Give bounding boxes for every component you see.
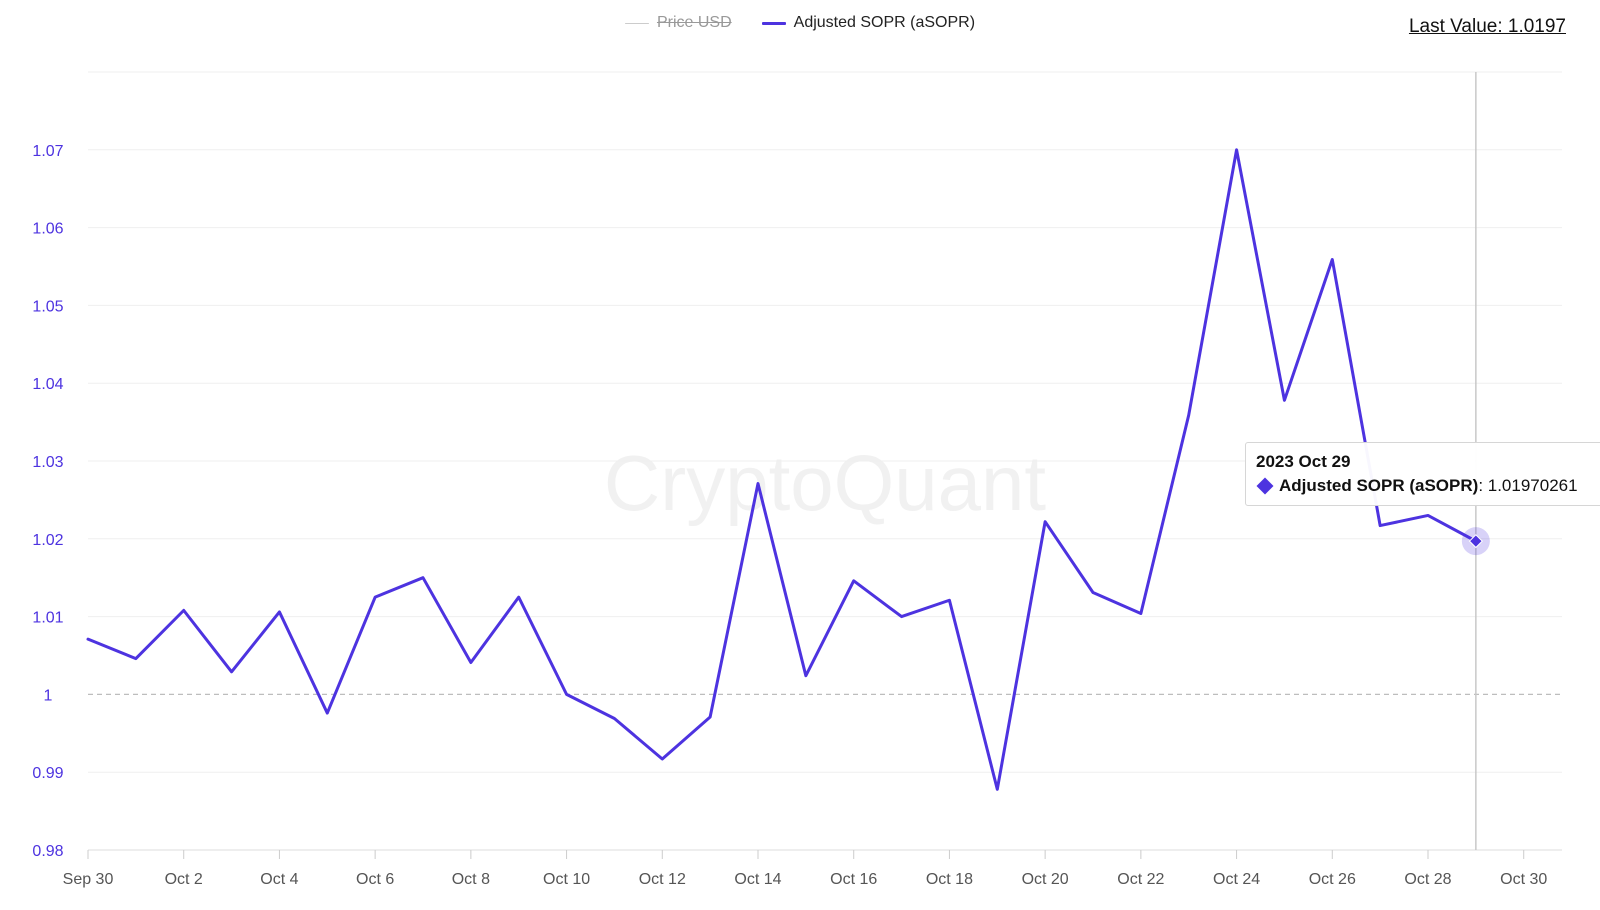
y-tick-label: 1.02 — [32, 532, 63, 549]
tooltip-row: Adjusted SOPR (aSOPR) : 1.01970261 — [1256, 476, 1594, 496]
x-tick-label: Oct 30 — [1500, 871, 1547, 888]
x-tick-label: Oct 12 — [639, 871, 686, 888]
y-tick-label: 1.01 — [32, 610, 63, 627]
x-tick-label: Sep 30 — [63, 871, 114, 888]
x-tick-label: Oct 22 — [1117, 871, 1164, 888]
x-tick-label: Oct 28 — [1404, 871, 1451, 888]
x-tick-label: Oct 14 — [734, 871, 781, 888]
hover-tooltip: 2023 Oct 29 Adjusted SOPR (aSOPR) : 1.01… — [1245, 442, 1600, 506]
x-tick-label: Oct 18 — [926, 871, 973, 888]
x-tick-label: Oct 24 — [1213, 871, 1260, 888]
tooltip-value: : 1.01970261 — [1478, 476, 1578, 495]
x-tick-label: Oct 2 — [165, 871, 203, 888]
chart-legend: Price USD Adjusted SOPR (aSOPR) — [0, 14, 1600, 32]
legend-item-asopr[interactable]: Adjusted SOPR (aSOPR) — [761, 14, 976, 32]
legend-swatch-price — [624, 22, 649, 24]
x-tick-label: Oct 6 — [356, 871, 394, 888]
series-line-asopr — [86, 148, 1478, 791]
x-tick-label: Oct 10 — [543, 871, 590, 888]
legend-label-asopr: Adjusted SOPR (aSOPR) — [793, 14, 976, 31]
legend-swatch-asopr — [761, 21, 786, 25]
last-value-link[interactable]: Last Value: 1.0197 — [1408, 16, 1566, 37]
y-tick-label: 1.03 — [32, 454, 63, 471]
highlight-point — [1468, 534, 1483, 549]
x-tick-label: Oct 20 — [1022, 871, 1069, 888]
y-tick-label: 1.06 — [32, 221, 63, 238]
y-tick-label: 1 — [44, 687, 53, 704]
x-tick-label: Oct 4 — [260, 871, 298, 888]
y-tick-label: 1.05 — [32, 298, 63, 315]
legend-item-price-usd[interactable]: Price USD — [624, 14, 732, 32]
y-tick-label: 0.99 — [32, 765, 63, 782]
y-tick-label: 1.07 — [32, 143, 63, 160]
x-tick-label: Oct 16 — [830, 871, 877, 888]
tooltip-date: 2023 Oct 29 — [1256, 452, 1351, 471]
watermark-text: CryptoQuant — [604, 439, 1047, 527]
x-tick-label: Oct 8 — [452, 871, 490, 888]
y-tick-label: 0.98 — [32, 843, 63, 860]
y-tick-label: 1.04 — [32, 376, 63, 393]
tooltip-series-name: Adjusted SOPR (aSOPR) — [1279, 476, 1479, 495]
legend-label-price: Price USD — [656, 14, 732, 31]
diamond-icon — [1256, 477, 1274, 495]
x-tick-label: Oct 26 — [1309, 871, 1356, 888]
